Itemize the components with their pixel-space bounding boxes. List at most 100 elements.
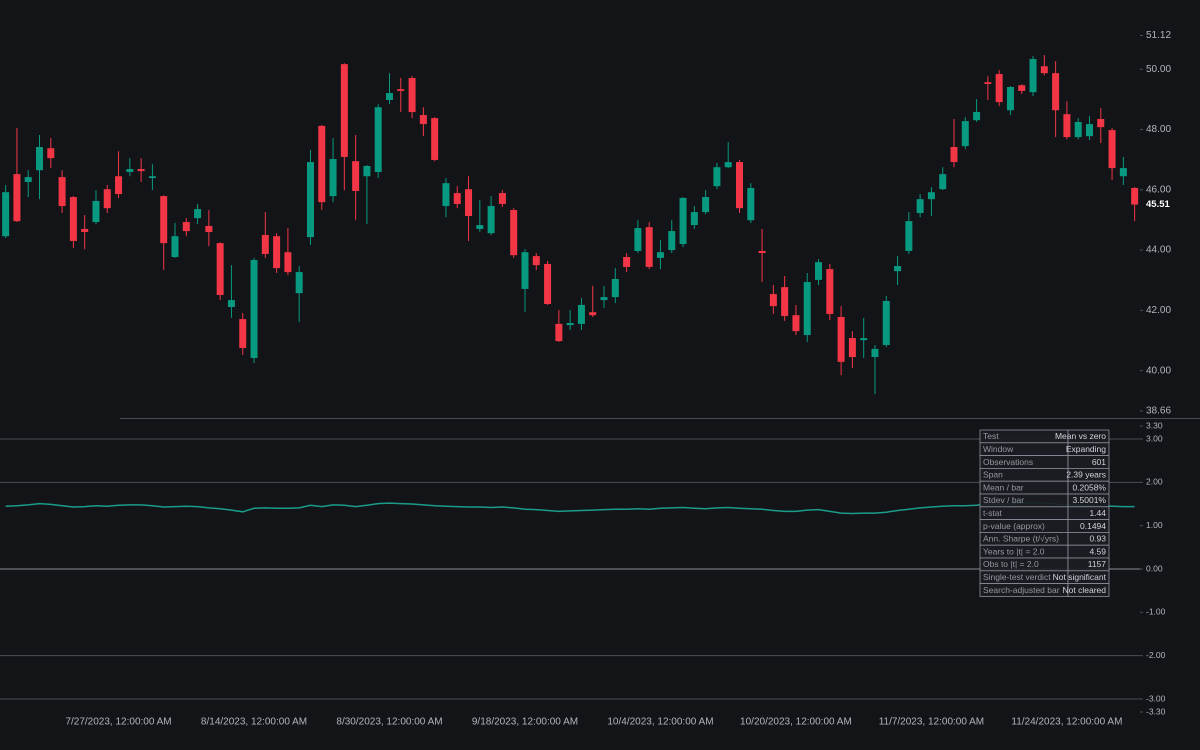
candle-body xyxy=(600,297,608,301)
candle-body xyxy=(24,177,32,182)
candle-body xyxy=(205,225,213,232)
table-key: Stdev / bar xyxy=(983,495,1024,505)
y-tick-label: 42.00 xyxy=(1146,305,1171,316)
candle-body xyxy=(555,323,563,342)
table-value: 0.2058% xyxy=(1072,482,1106,492)
table-value: Not cleared xyxy=(1063,585,1107,595)
candle-body xyxy=(690,212,698,226)
candle-body xyxy=(273,236,281,269)
candle-body xyxy=(476,225,484,229)
candle-body xyxy=(724,162,732,168)
candle-body xyxy=(58,177,66,207)
candle-body xyxy=(645,227,653,267)
table-value: 3.5001% xyxy=(1072,495,1106,505)
candle-body xyxy=(713,167,721,187)
last-price-label: 45.51 xyxy=(1146,199,1170,210)
candle-body xyxy=(453,193,461,204)
y-tick-label: 38.66 xyxy=(1146,406,1171,417)
candle-body xyxy=(894,266,902,272)
candle-body xyxy=(532,256,540,266)
candle-body xyxy=(860,338,868,341)
candle-body xyxy=(1131,187,1139,205)
table-key: Ann. Sharpe (t/√yrs) xyxy=(983,534,1059,544)
candle-body xyxy=(1108,130,1116,169)
y-tick-label: 40.00 xyxy=(1146,365,1171,376)
candle-body xyxy=(318,125,326,203)
y-tick-label: 51.12 xyxy=(1146,30,1171,41)
candle-body xyxy=(386,93,394,100)
table-key: Window xyxy=(983,444,1014,454)
candle-body xyxy=(487,206,495,234)
candle-body xyxy=(227,300,235,308)
y-tick-label: 3.30 xyxy=(1146,420,1163,430)
candle-body xyxy=(295,272,303,294)
table-key: p-value (approx) xyxy=(983,521,1045,531)
candle-body xyxy=(408,77,416,113)
table-value: Not significant xyxy=(1053,572,1107,582)
candle-body xyxy=(1018,85,1026,91)
candle-body xyxy=(589,312,597,316)
candle-body xyxy=(1029,59,1037,93)
candle-body xyxy=(137,169,145,172)
candle-body xyxy=(47,148,55,159)
table-value: 2.39 years xyxy=(1066,470,1106,480)
candle-body xyxy=(950,147,958,163)
table-value: 4.59 xyxy=(1089,546,1106,556)
tstat-line xyxy=(5,501,1135,515)
candle-body xyxy=(905,221,913,251)
candle-body xyxy=(544,263,552,305)
candle-body xyxy=(261,235,269,254)
candle-body xyxy=(995,74,1003,103)
table-value: Expanding xyxy=(1066,444,1106,454)
candle-body xyxy=(702,197,710,213)
candle-body xyxy=(431,118,439,160)
y-tick-label: 3.00 xyxy=(1146,433,1163,443)
y-tick-label: -3.30 xyxy=(1146,706,1166,716)
candle-body xyxy=(510,209,518,256)
candle-body xyxy=(577,304,585,324)
candle-body xyxy=(634,228,642,251)
table-value: Mean vs zero xyxy=(1055,431,1106,441)
candle-body xyxy=(871,348,879,358)
candle-body xyxy=(1074,121,1082,138)
y-tick-label: -3.00 xyxy=(1146,693,1166,703)
candle-body xyxy=(2,192,10,237)
table-value: 0.1494 xyxy=(1080,521,1106,531)
candle-body xyxy=(239,319,247,349)
y-tick-label: -1.00 xyxy=(1146,607,1166,617)
candle-body xyxy=(115,176,123,195)
candle-body xyxy=(329,159,337,197)
candle-body xyxy=(81,228,89,232)
candle-body xyxy=(848,338,856,358)
candle-body xyxy=(397,89,405,91)
candle-body xyxy=(69,197,77,242)
candle-body xyxy=(498,193,506,204)
candle-body xyxy=(160,196,168,244)
x-tick-label: 10/4/2023, 12:00:00 AM xyxy=(607,717,713,728)
candle-body xyxy=(916,199,924,214)
x-tick-label: 7/27/2023, 12:00:00 AM xyxy=(65,717,171,728)
x-tick-label: 11/24/2023, 12:00:00 AM xyxy=(1011,717,1122,728)
stats-table: Test Mean vs zero Window Expanding Observati… xyxy=(979,429,1110,597)
table-key: Test xyxy=(983,431,999,441)
candle-body xyxy=(1097,118,1105,128)
candle-body xyxy=(465,189,473,217)
x-tick-label: 9/18/2023, 12:00:00 AM xyxy=(472,717,578,728)
candle-body xyxy=(1119,168,1127,177)
candle-body xyxy=(103,189,111,209)
candle-body xyxy=(939,174,947,190)
x-tick-label: 8/30/2023, 12:00:00 AM xyxy=(336,717,442,728)
candle-body xyxy=(656,252,664,258)
candle-body xyxy=(284,252,292,273)
y-tick-label: 50.00 xyxy=(1146,64,1171,75)
y-tick-label: 1.00 xyxy=(1146,520,1163,530)
candle-body xyxy=(815,262,823,280)
table-key: t-stat xyxy=(983,508,1003,518)
candle-body xyxy=(792,315,800,332)
candle-body xyxy=(171,236,179,258)
candle-body xyxy=(1006,87,1014,111)
table-key: Span xyxy=(983,470,1003,480)
candle-body xyxy=(973,112,981,121)
candle-body xyxy=(668,231,676,251)
